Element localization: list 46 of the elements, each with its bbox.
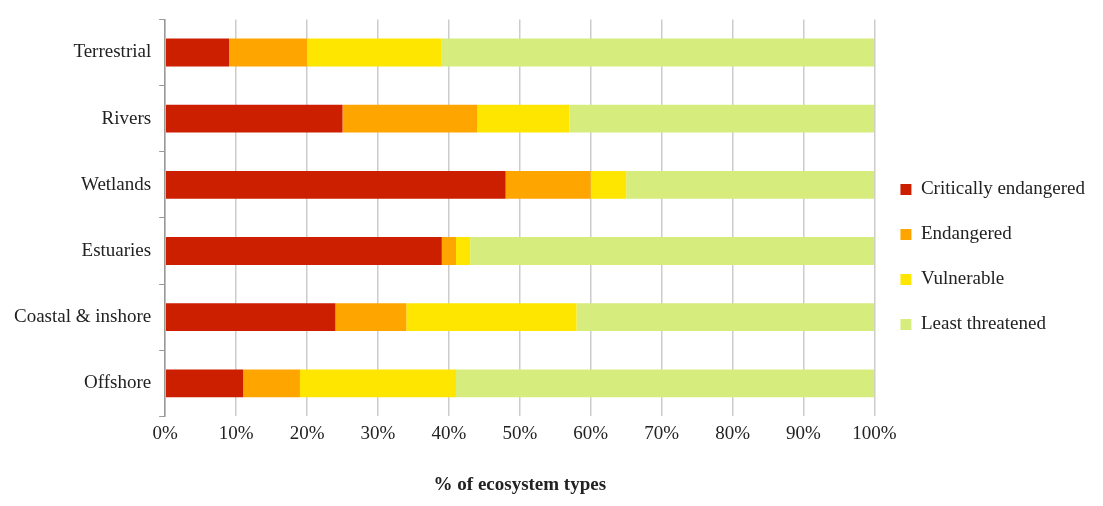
x-tick-label: 50% — [502, 421, 538, 443]
bar — [299, 369, 456, 398]
legend-label: Vulnerable — [920, 267, 1005, 289]
x-tick-label: 60% — [573, 421, 609, 443]
bar — [441, 38, 875, 67]
bar — [470, 237, 875, 265]
bar — [505, 170, 591, 199]
bar — [243, 369, 300, 398]
x-axis-title: % of ecosystem types — [433, 472, 607, 494]
bar — [441, 237, 456, 265]
bar — [335, 303, 407, 332]
y-tick-label: Wetlands — [80, 172, 152, 194]
bar — [342, 104, 478, 133]
legend-label: Critically endangered — [920, 177, 1086, 199]
x-tick-label: 0% — [152, 421, 179, 443]
x-tick-label: 30% — [360, 421, 396, 443]
legend-label: Endangered — [920, 222, 1013, 244]
y-tick-label: Rivers — [101, 106, 152, 128]
bar — [626, 170, 875, 199]
x-tick-label: 40% — [431, 421, 467, 443]
y-tick-label: Coastal & inshore — [14, 305, 152, 327]
x-tick-label: 90% — [786, 421, 822, 443]
bar — [165, 170, 506, 199]
y-tick-label: Offshore — [84, 371, 152, 393]
bar — [455, 237, 471, 265]
legend-label: Least threatened — [920, 312, 1047, 334]
bar — [455, 369, 875, 398]
bar — [165, 369, 244, 398]
bar — [165, 237, 442, 265]
bar — [406, 303, 577, 332]
bar — [477, 104, 570, 133]
y-tick-label: Terrestrial — [73, 40, 152, 62]
bar — [165, 303, 336, 332]
x-tick-label: 80% — [715, 421, 751, 443]
bar — [165, 104, 343, 133]
x-tick-label: 20% — [289, 421, 325, 443]
x-tick-label: 100% — [852, 421, 897, 443]
bar — [229, 38, 308, 67]
bar — [576, 303, 875, 332]
x-tick-label: 10% — [218, 421, 254, 443]
bar — [590, 170, 627, 199]
x-tick-label: 70% — [644, 421, 680, 443]
bar — [569, 104, 875, 133]
bar — [307, 38, 442, 67]
y-tick-label: Estuaries — [81, 238, 152, 260]
bar — [165, 38, 230, 67]
